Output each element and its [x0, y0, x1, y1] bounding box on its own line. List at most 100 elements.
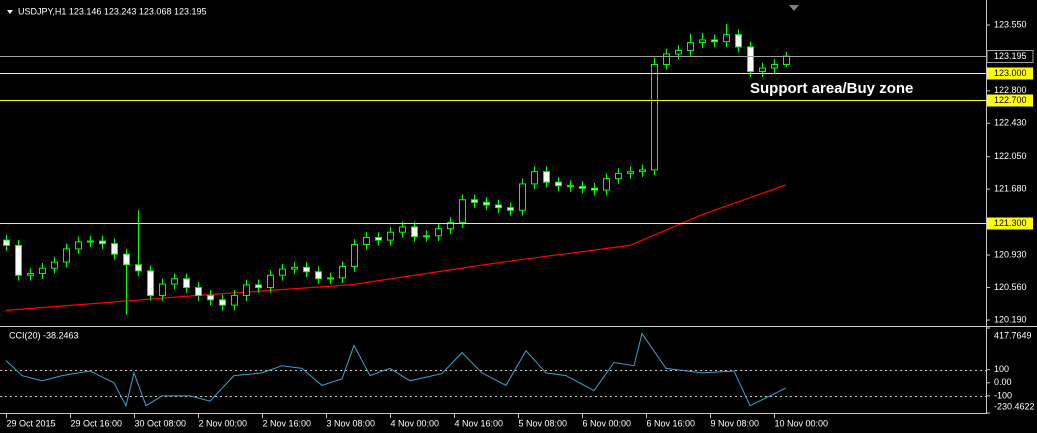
candle-body [267, 274, 274, 289]
candle-body [327, 277, 334, 280]
menu-arrow[interactable] [7, 10, 13, 14]
candle-body [543, 171, 550, 183]
candle-body [663, 53, 670, 66]
candle-body [711, 39, 718, 43]
candle-body [399, 226, 406, 233]
candle-body [435, 228, 442, 237]
candle-body [75, 241, 82, 250]
candle-body [27, 272, 34, 276]
y-tick-label: -230.4622 [994, 401, 1035, 411]
candle-body [87, 240, 94, 243]
x-tick-label: 5 Nov 08:00 [519, 418, 568, 428]
candle-body [231, 294, 238, 306]
x-tick-label: 29 Oct 16:00 [71, 418, 123, 428]
candle-body [219, 299, 226, 306]
annotation: Support area/Buy zone [750, 80, 913, 97]
y-tick-label: 120.560 [994, 282, 1027, 292]
candle-body [483, 201, 490, 206]
y-tick-label: -100 [994, 390, 1012, 400]
candle-body [459, 199, 466, 224]
candle-body [15, 244, 22, 276]
candle-body [351, 244, 358, 267]
x-tick-label: 6 Nov 00:00 [583, 418, 632, 428]
level-label: 121.300 [994, 218, 1027, 228]
candle-body [363, 236, 370, 246]
x-tick-label: 9 Nov 08:00 [711, 418, 760, 428]
y-tick-label: 122.800 [994, 85, 1027, 95]
candle-body [687, 42, 694, 51]
candle-body [423, 235, 430, 238]
candle-body [339, 265, 346, 279]
cci-line [5, 332, 787, 408]
level-label-box [987, 217, 1033, 230]
candle-body [531, 171, 538, 185]
candle-body [207, 294, 214, 301]
candle-body [747, 46, 754, 73]
x-tick-label: 10 Nov 00:00 [775, 418, 829, 428]
x-tick-label: 29 Oct 2015 [7, 418, 56, 428]
y-tick-label: 123.550 [994, 19, 1027, 29]
candle-body [111, 243, 118, 255]
candle-body [723, 34, 730, 43]
candle-body [759, 67, 766, 73]
candle-body [243, 284, 250, 296]
candle-body [675, 49, 682, 55]
y-tick-label: 121.680 [994, 184, 1027, 194]
x-tick-label: 3 Nov 08:00 [327, 418, 376, 428]
candle-body [567, 185, 574, 188]
candle-body [135, 264, 142, 272]
candle-body [375, 236, 382, 241]
candle-body [411, 226, 418, 238]
candle-body [591, 187, 598, 191]
candle-body [603, 178, 610, 191]
candle-body [303, 266, 310, 273]
x-tick-label: 2 Nov 16:00 [263, 418, 312, 428]
y-tick-label: 417.7649 [994, 330, 1032, 340]
y-tick-label: 122.430 [994, 118, 1027, 128]
y-tick-label: 120.930 [994, 249, 1027, 259]
level-label: 122.700 [994, 95, 1027, 105]
candle-body [771, 64, 778, 69]
candle-body [171, 278, 178, 285]
chart-title: USDJPY,H1 123.146 123.243 123.068 123.19… [18, 6, 207, 16]
candle-body [255, 284, 262, 289]
candle-body [3, 239, 10, 246]
candle-body [651, 64, 658, 171]
x-tick-label: 2 Nov 00:00 [199, 418, 248, 428]
y-tick-label: 122.050 [994, 151, 1027, 161]
candle-body [195, 287, 202, 296]
candle-body [99, 240, 106, 245]
candle-body [63, 248, 70, 263]
current-price-label: 123.195 [994, 51, 1027, 61]
candle-body [291, 266, 298, 270]
x-tick-label: 4 Nov 00:00 [391, 418, 440, 428]
level-label-box [987, 94, 1033, 107]
candle-body [387, 231, 394, 241]
candle-body [627, 171, 634, 174]
candle-body [51, 261, 58, 269]
y-tick-label: 120.190 [994, 314, 1027, 324]
x-tick-label: 30 Oct 08:00 [135, 418, 187, 428]
candle-body [699, 39, 706, 44]
indicator-title: CCI(20) -38.2463 [9, 330, 79, 340]
candle-body [39, 267, 46, 274]
candle-body [147, 270, 154, 296]
candle-body [447, 222, 454, 230]
candle-body [123, 253, 130, 266]
candle-body [615, 172, 622, 180]
x-tick-label: 4 Nov 16:00 [455, 418, 504, 428]
candle-body [315, 271, 322, 280]
candle-body [519, 183, 526, 211]
candle-body [639, 169, 646, 173]
level-label-box [987, 67, 1033, 80]
candle-body [507, 207, 514, 211]
candle-body [279, 268, 286, 276]
candle-body [159, 283, 166, 296]
current-price-box [986, 50, 1034, 63]
candle-body [471, 199, 478, 203]
candle-body [555, 181, 562, 187]
x-tick-label: 6 Nov 16:00 [647, 418, 696, 428]
candle-body [783, 55, 790, 66]
